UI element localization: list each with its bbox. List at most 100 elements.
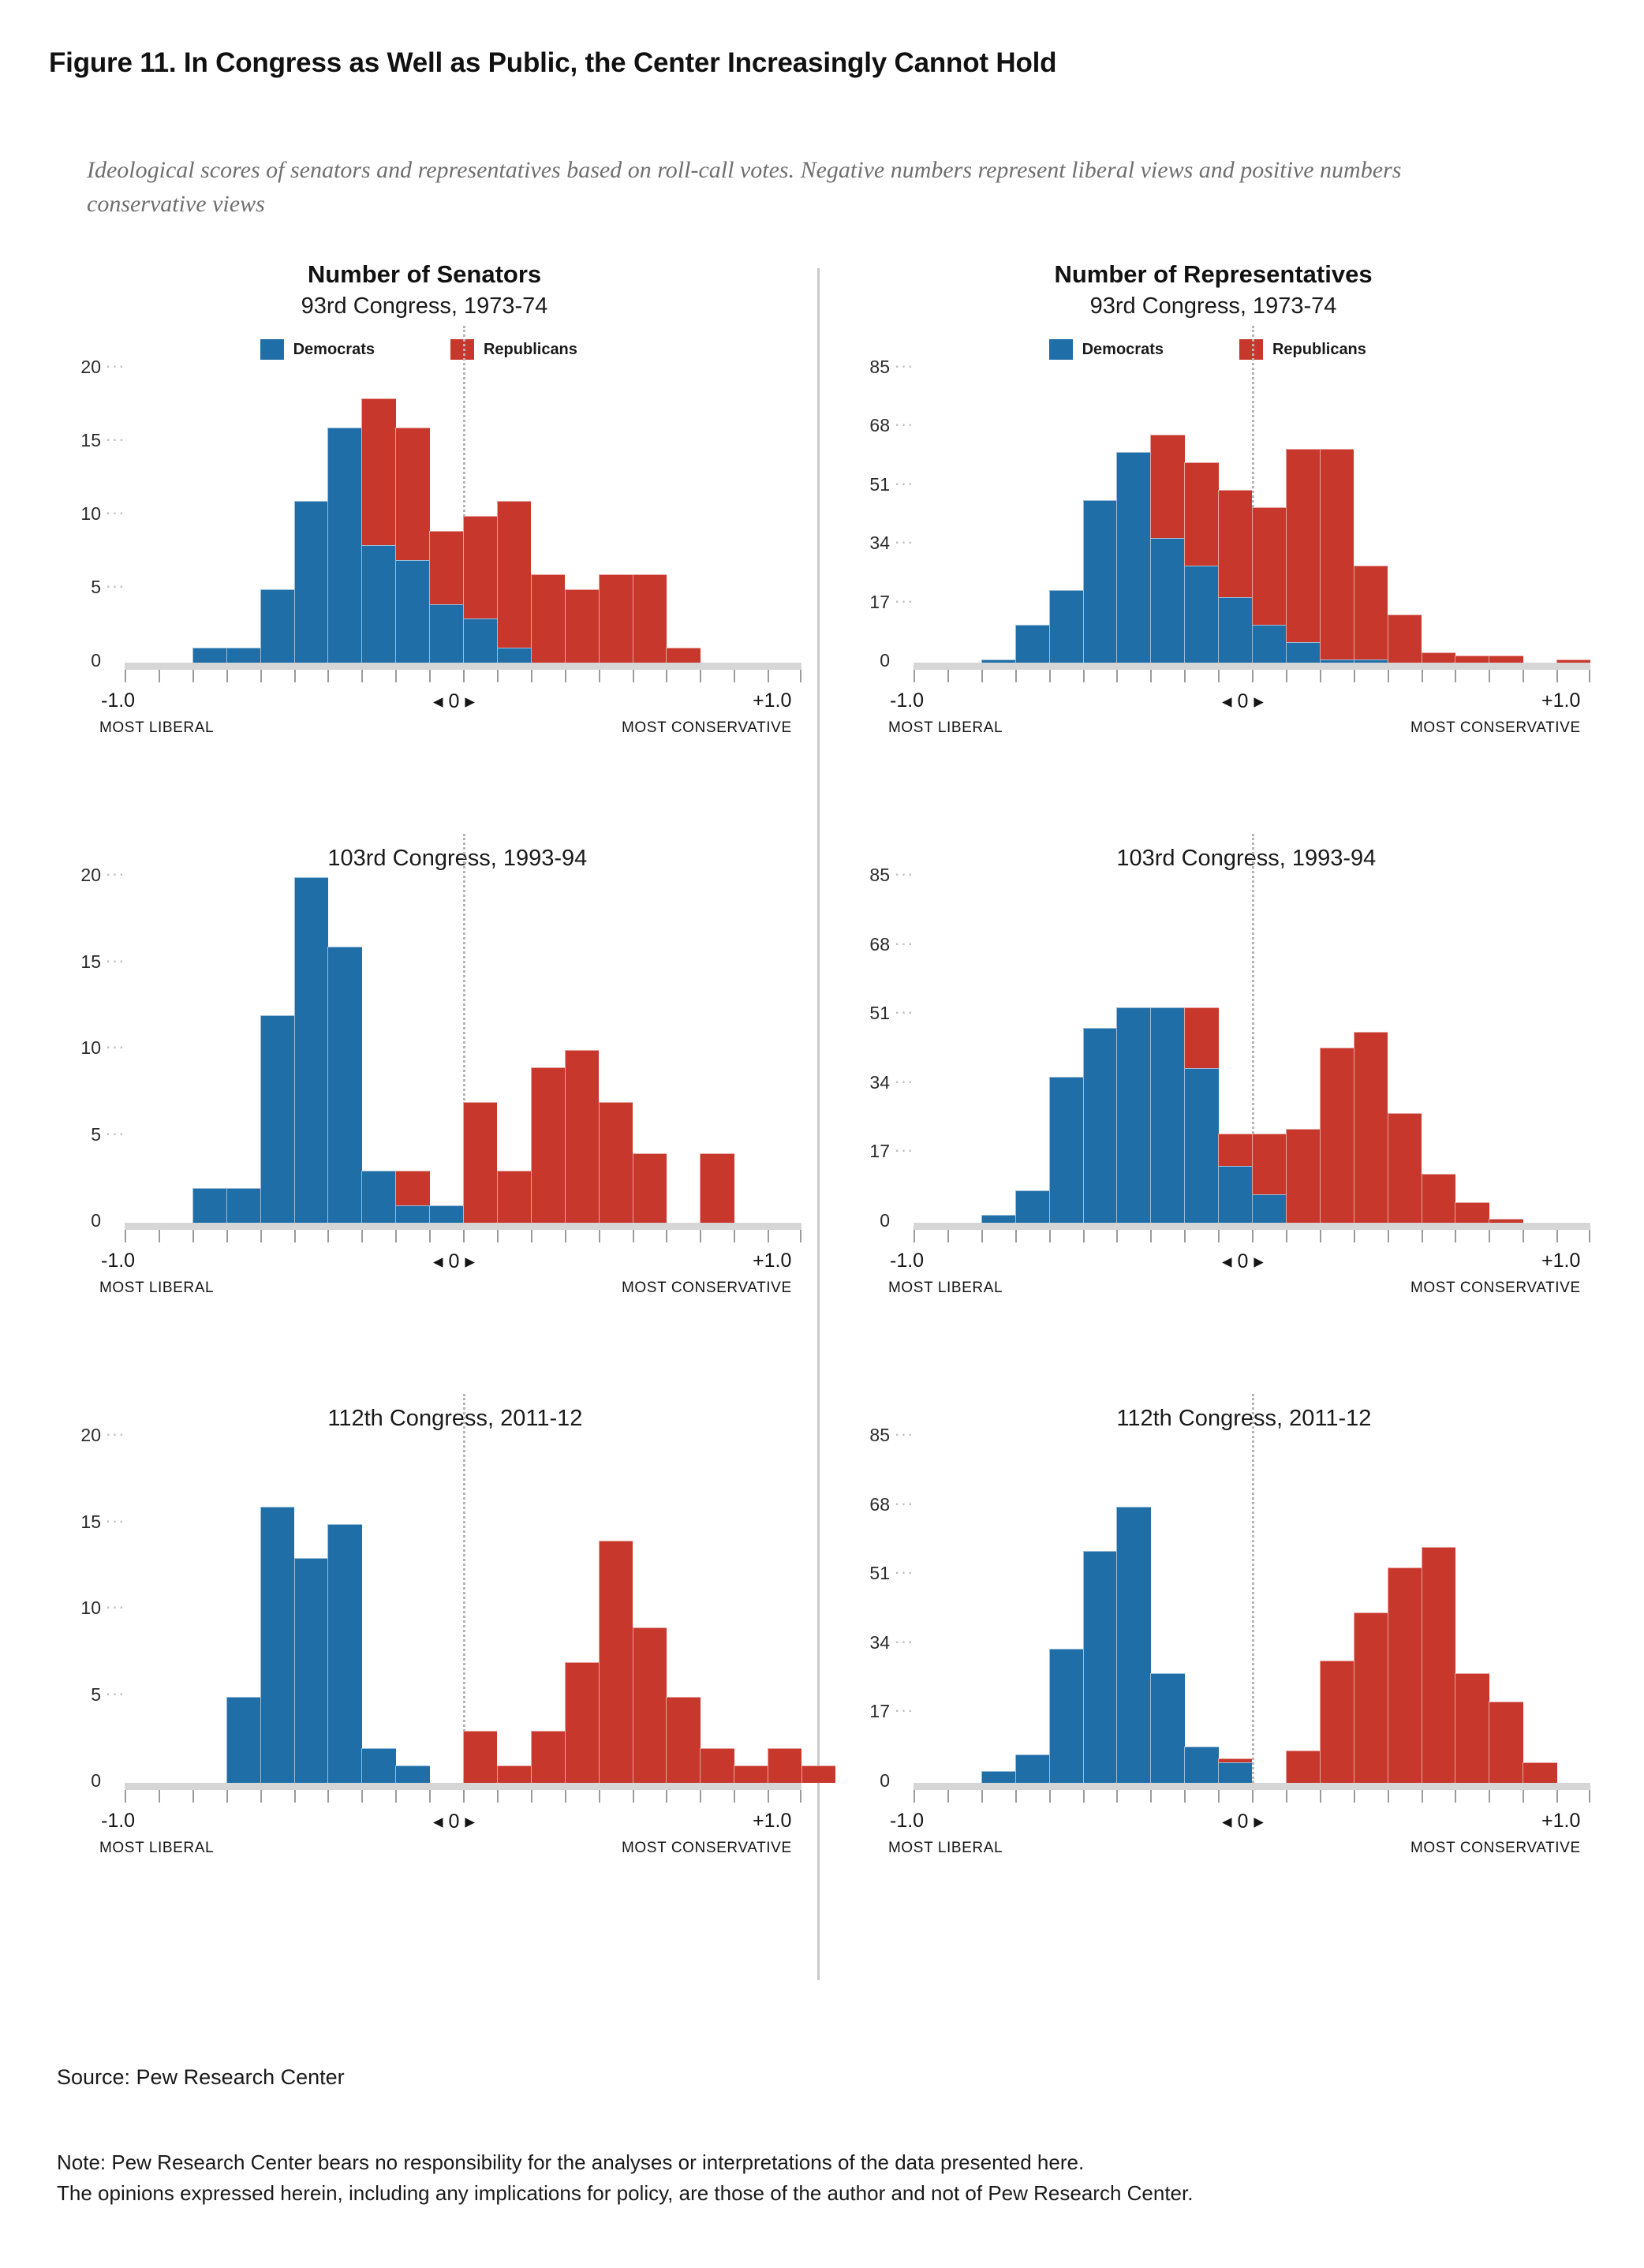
y-axis-tick-dots: ∙∙∙ (106, 949, 126, 970)
x-axis-tick (1523, 1790, 1525, 1803)
x-axis-tick (361, 1230, 364, 1242)
histogram-bar (1421, 652, 1455, 663)
x-axis-tick (1252, 1230, 1254, 1242)
histogram-bar (260, 1506, 294, 1783)
x-axis-tick (768, 1790, 770, 1803)
y-axis-tick-dots: ∙∙∙ (106, 428, 126, 449)
legend: Democrats Republicans (260, 339, 577, 360)
histogram-bar (1150, 538, 1185, 663)
x-axis-tick (768, 670, 770, 682)
x-axis-tick (429, 1230, 432, 1242)
histogram-bar (1014, 624, 1050, 663)
legend-item-democrats: Democrats (260, 339, 375, 360)
x-axis-tick (192, 1790, 194, 1803)
y-axis-tick-label: 15 (80, 1511, 101, 1532)
x-axis-tick (496, 670, 499, 682)
x-axis-tick (1252, 670, 1254, 682)
legend-item-republicans: Republicans (1239, 339, 1366, 360)
histogram-bar (981, 659, 1016, 663)
histogram-bar (192, 648, 227, 663)
histogram-bar (1218, 1133, 1253, 1166)
y-axis-tick-label: 0 (91, 1770, 101, 1791)
histogram-bar (496, 1765, 532, 1783)
histogram-bar (361, 545, 396, 663)
disclaimer-line-1: Note: Pew Research Center bears no respo… (57, 2150, 1085, 2174)
x-axis-tick (1455, 1790, 1457, 1803)
x-axis-tick (327, 670, 330, 682)
histogram-bar (1184, 462, 1219, 566)
histogram-bar (1285, 641, 1321, 663)
x-axis-tick (1353, 670, 1355, 682)
y-axis-tick-label: 68 (869, 1493, 890, 1515)
histogram-bar (1489, 656, 1523, 663)
histogram-bar (395, 1765, 430, 1783)
histogram-bar (1455, 1202, 1489, 1223)
histogram-bar (1252, 1133, 1287, 1194)
x-axis-tick (1421, 1790, 1423, 1803)
x-axis-tick (981, 670, 983, 682)
y-axis-tick-dots: ∙∙∙ (895, 355, 915, 376)
histogram-bar (981, 1214, 1016, 1223)
y-axis-tick-dots: ∙∙∙ (106, 1596, 126, 1616)
histogram-bar (1523, 1762, 1557, 1783)
x-axis-tick (327, 1790, 330, 1803)
x-axis-tick (1048, 1790, 1051, 1803)
x-axis-tick (395, 1790, 398, 1803)
y-axis-tick-dots: ∙∙∙ (106, 1682, 126, 1703)
chart-panel-house-103: 103rd Congress, 1993-94 0 17 ∙∙∙ 34 ∙∙∙ 51 ∙∙∙ 6… (836, 820, 1638, 1333)
chart-panel-house-93: Number of Representatives 93rd Congress, … (836, 260, 1638, 773)
y-axis-tick-label: 0 (880, 1210, 890, 1231)
histogram-bar (192, 1188, 227, 1223)
x-axis-tick (1285, 1230, 1287, 1242)
x-axis-tick (1048, 1230, 1051, 1242)
x-axis-tick (1421, 670, 1423, 682)
x-axis-tick (1014, 1230, 1017, 1242)
x-axis-tick (981, 1790, 983, 1803)
y-axis-tick-label: 20 (80, 865, 101, 885)
y-axis-tick-label: 17 (869, 1701, 890, 1722)
histogram-bar (1048, 1648, 1083, 1783)
x-axis-tick (1556, 1790, 1559, 1803)
x-axis-sublabel-conservative: MOST CONSERVATIVE (1410, 1840, 1581, 1856)
x-axis (125, 663, 801, 682)
x-axis-tick (1014, 670, 1017, 682)
histogram-bar (361, 1748, 396, 1783)
x-axis-tick (947, 1230, 949, 1242)
histogram-bar (1184, 1746, 1219, 1783)
histogram-bar (1421, 1547, 1455, 1783)
x-axis-tick (1218, 1790, 1220, 1803)
x-axis-sublabel-liberal: MOST LIBERAL (99, 719, 215, 736)
legend-label-republicans: Republicans (483, 340, 577, 358)
plot-area (125, 326, 801, 663)
histogram-bar (1319, 1048, 1354, 1223)
x-axis-tick (463, 1230, 465, 1242)
x-axis-tick (1489, 670, 1491, 682)
x-axis-label-left: -1.0 (890, 689, 925, 712)
x-axis-tick (598, 1230, 600, 1242)
y-axis-tick-label: 68 (869, 933, 890, 955)
histogram-bar (1252, 1194, 1287, 1223)
x-axis-tick (734, 670, 736, 682)
histogram-bar (1014, 1754, 1050, 1783)
histogram-bar (1387, 614, 1422, 663)
x-axis-tick (226, 1790, 228, 1803)
histogram-bar (463, 1731, 498, 1783)
histogram-bar (1353, 659, 1388, 663)
x-axis-tick (598, 1790, 600, 1803)
x-axis-tick (1285, 1790, 1287, 1803)
legend: Democrats Republicans (1048, 339, 1366, 360)
x-axis-tick (1523, 670, 1525, 682)
x-axis-tick (1184, 670, 1186, 682)
histogram-bar (666, 648, 701, 663)
y-axis-tick-dots: ∙∙∙ (106, 1509, 126, 1530)
legend-item-republicans: Republicans (450, 339, 577, 360)
column-divider (817, 268, 820, 1980)
x-axis-tick (1082, 1790, 1085, 1803)
y-axis-tick-label: 20 (80, 357, 101, 377)
x-axis-tick (1150, 670, 1153, 682)
histogram-bar (1082, 1551, 1117, 1783)
legend-label-democrats: Democrats (1082, 340, 1164, 358)
zero-reference-line (1252, 1394, 1254, 1783)
histogram-bar (1048, 1076, 1083, 1223)
x-axis-tick (293, 1230, 296, 1242)
